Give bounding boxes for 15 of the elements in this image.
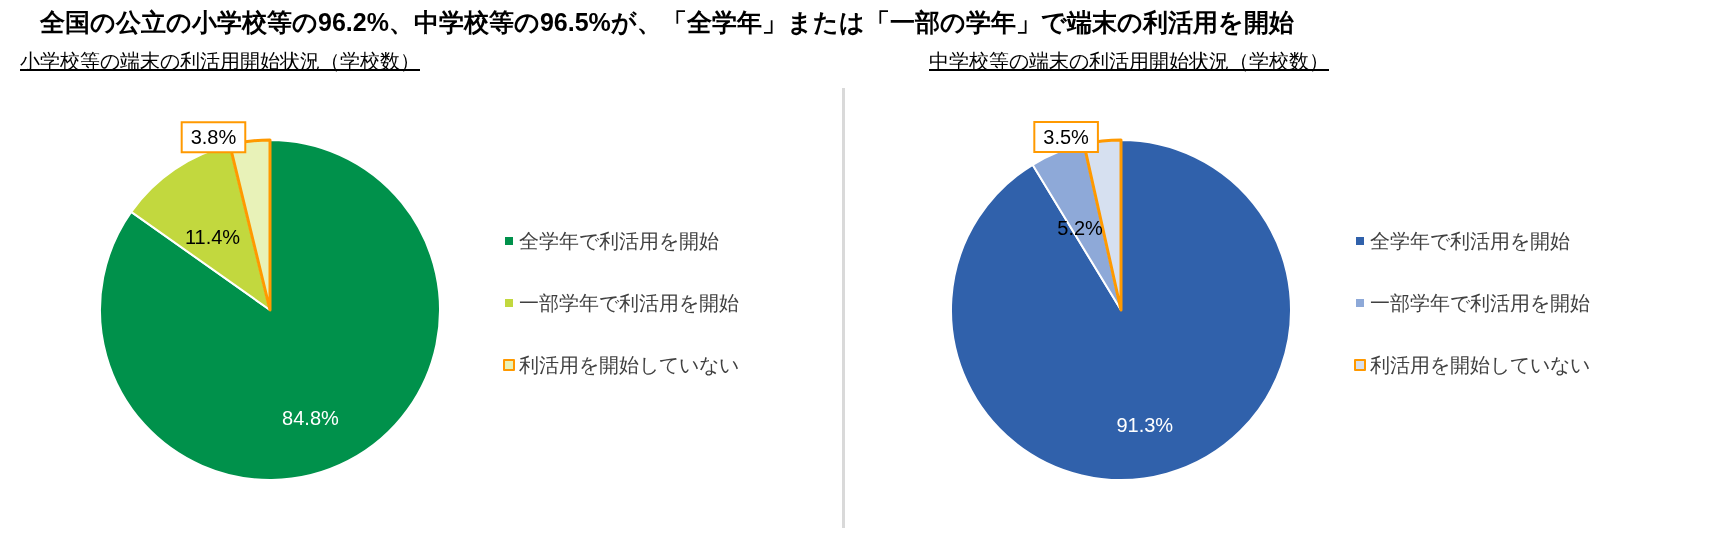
- legend-label: 一部学年で利活用を開始: [519, 292, 739, 314]
- legend-label: 全学年で利活用を開始: [519, 230, 719, 252]
- text: 全国の公立の小学校等の96.2%、中学校等の96.5%が、「全学年」または「一部の学年」で端末の利活用を開始: [40, 7, 1295, 38]
- chart-title: 中学校等の端末の利活用開始状況（学校数）: [929, 49, 1330, 74]
- legend-label: 利活用を開始していない: [1370, 354, 1590, 376]
- chart-title: 小学校等の端末の利活用開始状況（学校数）: [20, 49, 421, 74]
- data-label: 3.5%: [1043, 126, 1090, 149]
- data-label: 5.2%: [1057, 217, 1104, 240]
- data-label: 84.8%: [282, 407, 340, 430]
- data-label: 11.4%: [184, 226, 241, 249]
- legend-label: 全学年で利活用を開始: [1370, 230, 1570, 252]
- data-label: 3.8%: [190, 126, 237, 149]
- legend-label: 一部学年で利活用を開始: [1370, 292, 1590, 314]
- data-label: 91.3%: [1116, 413, 1174, 436]
- legend-label: 利活用を開始していない: [519, 354, 739, 376]
